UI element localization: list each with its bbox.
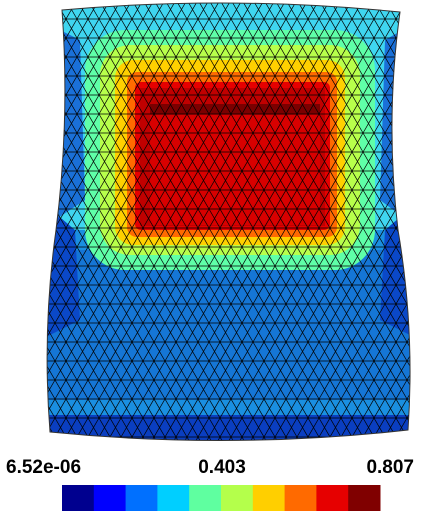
- colorbar-segment: [189, 485, 222, 511]
- colorbar-segment: [348, 485, 381, 511]
- colorbar-segment: [316, 485, 349, 511]
- colorbar-segment: [125, 485, 158, 511]
- mesh-body: [47, 2, 411, 441]
- colorbar-mid-label: 0.403: [198, 457, 246, 478]
- colorbar-min-label: 6.52e-06: [6, 457, 81, 478]
- colorbar-segment: [93, 485, 127, 511]
- colorbar-segment: [252, 485, 286, 511]
- colorbar: [62, 485, 381, 511]
- colorbar-max-label: 0.807: [366, 457, 414, 478]
- colorbar-segment: [284, 485, 317, 511]
- colorbar-segment: [221, 485, 254, 511]
- mesh-outline: [46, 2, 411, 442]
- colorbar-segment: [62, 485, 95, 511]
- colorbar-segment: [157, 485, 190, 511]
